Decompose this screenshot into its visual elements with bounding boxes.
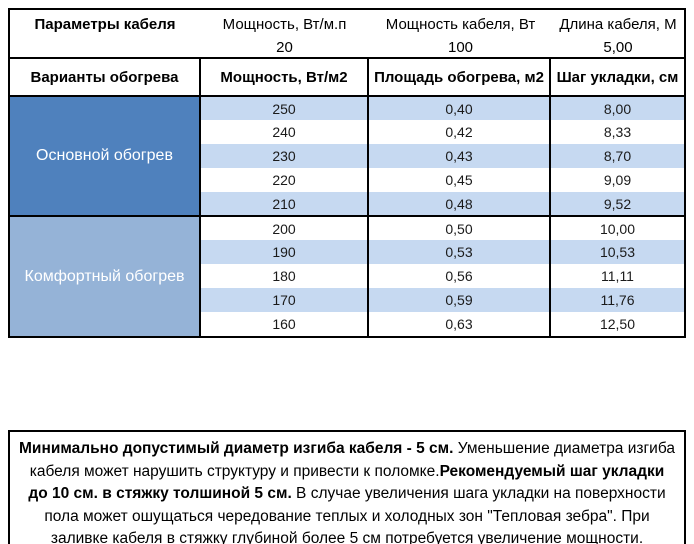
note-text-bold: Рекомендуемый шаг укладки до 10 см. в ст… bbox=[28, 462, 665, 503]
table-row: 180 0,56 11,11 bbox=[10, 264, 684, 288]
data-cell[interactable]: 0,59 bbox=[367, 288, 550, 312]
data-cell[interactable]: 11,11 bbox=[549, 264, 684, 288]
data-cell[interactable]: 250 bbox=[199, 96, 368, 120]
header-row: Варианты обогрева Мощность, Вт/м2 Площад… bbox=[10, 57, 684, 97]
data-cell[interactable]: 8,33 bbox=[549, 120, 684, 144]
data-cell[interactable]: 10,00 bbox=[549, 215, 684, 240]
table-row: Комфортный обогрев 200 0,50 10,00 bbox=[10, 215, 684, 336]
cable-table: Параметры кабеля Мощность, Вт/м.п Мощнос… bbox=[8, 8, 686, 338]
data-cell[interactable]: 8,70 bbox=[549, 144, 684, 168]
data-cell[interactable]: 8,00 bbox=[549, 96, 684, 120]
header-variants[interactable]: Варианты обогрева bbox=[10, 57, 200, 97]
param-power-per-meter-value[interactable]: 20 bbox=[276, 38, 293, 56]
table-row: 230 0,43 8,70 bbox=[10, 144, 684, 168]
table-row: 240 0,42 8,33 bbox=[10, 120, 684, 144]
table-row: 210 0,48 9,52 bbox=[10, 192, 684, 216]
table-row: 220 0,45 9,09 bbox=[10, 168, 684, 192]
table-row: 170 0,59 11,76 bbox=[10, 288, 684, 312]
section-label[interactable]: Основной обогрев bbox=[10, 96, 200, 216]
data-cell[interactable]: 0,45 bbox=[367, 168, 550, 192]
data-cell[interactable]: 0,63 bbox=[367, 312, 550, 336]
data-cell[interactable]: 0,43 bbox=[367, 144, 550, 168]
data-cell[interactable]: 12,50 bbox=[549, 312, 684, 336]
table-row: Основной обогрев 250 0,40 8,00 bbox=[10, 96, 684, 216]
data-cell[interactable]: 0,56 bbox=[367, 264, 550, 288]
data-cell[interactable]: 160 bbox=[199, 312, 368, 336]
header-step[interactable]: Шаг укладки, см bbox=[549, 57, 684, 97]
header-area[interactable]: Площадь обогрева, м2 bbox=[367, 57, 550, 97]
data-cell[interactable]: 0,53 bbox=[367, 240, 550, 264]
data-cell[interactable]: 240 bbox=[199, 120, 368, 144]
heating-variants-table: Варианты обогрева Мощность, Вт/м2 Площад… bbox=[10, 57, 684, 336]
data-cell[interactable]: 230 bbox=[199, 144, 368, 168]
param-cable-power-value[interactable]: 100 bbox=[447, 38, 474, 56]
param-cable-length-value[interactable]: 5,00 bbox=[603, 38, 633, 56]
table-row: 190 0,53 10,53 bbox=[10, 240, 684, 264]
data-cell[interactable]: 210 bbox=[199, 192, 368, 216]
note-text-bold: Минимально допустимый диаметр изгиба каб… bbox=[19, 440, 454, 457]
data-cell[interactable]: 0,48 bbox=[367, 192, 550, 216]
note-text: Уменьшение диаметра изгиба кабеля может … bbox=[29, 440, 675, 480]
section-label[interactable]: Комфортный обогрев bbox=[10, 215, 200, 336]
note-box[interactable]: Минимально допустимый диаметр изгиба каб… bbox=[8, 430, 686, 544]
data-cell[interactable]: 0,50 bbox=[367, 215, 550, 240]
data-cell[interactable]: 0,40 bbox=[367, 96, 550, 120]
table-row: 160 0,63 12,50 bbox=[10, 312, 684, 336]
data-cell[interactable]: 190 bbox=[199, 240, 368, 264]
data-cell[interactable]: 220 bbox=[199, 168, 368, 192]
data-cell[interactable]: 9,52 bbox=[549, 192, 684, 216]
cable-params-block: Параметры кабеля Мощность, Вт/м.п Мощнос… bbox=[10, 10, 684, 57]
params-title[interactable]: Параметры кабеля bbox=[34, 16, 176, 33]
data-cell[interactable]: 180 bbox=[199, 264, 368, 288]
data-cell[interactable]: 200 bbox=[199, 215, 368, 240]
data-cell[interactable]: 10,53 bbox=[549, 240, 684, 264]
data-cell[interactable]: 9,09 bbox=[549, 168, 684, 192]
data-cell[interactable]: 11,76 bbox=[549, 288, 684, 312]
data-cell[interactable]: 170 bbox=[199, 288, 368, 312]
param-power-per-meter-label[interactable]: Мощность, Вт/м.п bbox=[222, 16, 347, 33]
note-text: В случае увеличения шага укладки на пове… bbox=[44, 485, 666, 544]
param-cable-length-label[interactable]: Длина кабеля, М bbox=[559, 16, 677, 33]
data-cell[interactable]: 0,42 bbox=[367, 120, 550, 144]
header-power[interactable]: Мощность, Вт/м2 bbox=[199, 57, 368, 97]
param-cable-power-label[interactable]: Мощность кабеля, Вт bbox=[385, 16, 536, 33]
